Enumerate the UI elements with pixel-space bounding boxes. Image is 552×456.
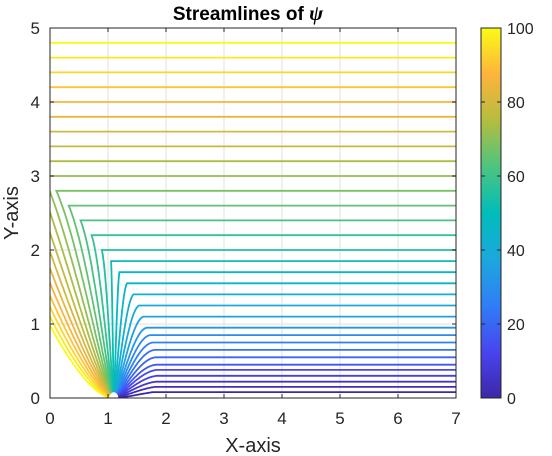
streamline: [117, 363, 456, 396]
streamline: [50, 56, 456, 398]
chart-title: Streamlines of ψ: [173, 1, 324, 25]
x-tick-label: 0: [45, 409, 54, 428]
colorbar-tick-label: 40: [507, 243, 525, 260]
colorbar-ticks: [481, 27, 501, 399]
streamline: [50, 101, 456, 397]
streamline: [50, 175, 456, 394]
streamline: [109, 260, 456, 393]
streamline: [116, 341, 456, 395]
streamline: [50, 145, 456, 395]
streamline: [67, 204, 456, 393]
streamline: [50, 41, 456, 398]
streamline: [118, 386, 456, 398]
x-tick-label: 3: [219, 409, 228, 428]
y-tick-labels: 0 1 2 3 4 5: [31, 19, 40, 408]
tick-marks: [49, 27, 457, 399]
streamline: [90, 234, 456, 393]
colorbar-tick-label: 60: [507, 169, 525, 186]
streamline: [50, 160, 456, 394]
streamline: [100, 249, 456, 393]
x-tick-label: 2: [161, 409, 170, 428]
colorbar-tick-labels: 0 20 40 60 80 100: [507, 21, 534, 408]
streamline: [117, 380, 456, 398]
streamline: [50, 71, 456, 398]
streamline: [114, 304, 456, 393]
colorbar-tick-label: 20: [507, 317, 525, 334]
axes-box: [49, 27, 457, 399]
streamline: [54, 189, 456, 394]
x-tick-label: 4: [277, 409, 286, 428]
colorbar-tick-label: 80: [507, 95, 525, 112]
streamline: [113, 282, 456, 393]
y-axis-label: Y-axis: [1, 186, 23, 240]
streamline: [115, 326, 456, 394]
streamline: [117, 374, 456, 397]
streamline: [117, 369, 456, 397]
colorbar-tick-label: 0: [507, 391, 516, 408]
title-psi-symbol: ψ: [309, 1, 324, 25]
streamline: [50, 130, 456, 395]
y-tick-label: 5: [31, 19, 40, 38]
x-axis-label: X-axis: [225, 435, 281, 456]
x-tick-label: 1: [103, 409, 112, 428]
y-tick-label: 2: [31, 241, 40, 260]
streamline: [114, 293, 456, 393]
y-tick-label: 3: [31, 167, 40, 186]
y-tick-label: 0: [31, 389, 40, 408]
streamline: [50, 115, 456, 396]
x-tick-label: 6: [393, 409, 402, 428]
y-tick-label: 4: [31, 93, 40, 112]
streamline: [115, 334, 456, 394]
streamline: [114, 315, 456, 394]
streamline: [50, 86, 456, 397]
streamline: [116, 356, 456, 396]
streamlines: [50, 41, 456, 398]
x-tick-label: 5: [335, 409, 344, 428]
x-tick-labels: 0 1 2 3 4 5 6 7: [45, 409, 460, 428]
streamline: [118, 391, 456, 398]
plot-area: [50, 28, 456, 398]
y-tick-label: 1: [31, 315, 40, 334]
streamline: [116, 349, 456, 395]
streamline: [79, 219, 456, 393]
colorbar-tick-label: 100: [507, 21, 534, 38]
colorbar: [480, 27, 502, 399]
x-tick-label: 7: [451, 409, 460, 428]
streamline: [113, 271, 456, 393]
